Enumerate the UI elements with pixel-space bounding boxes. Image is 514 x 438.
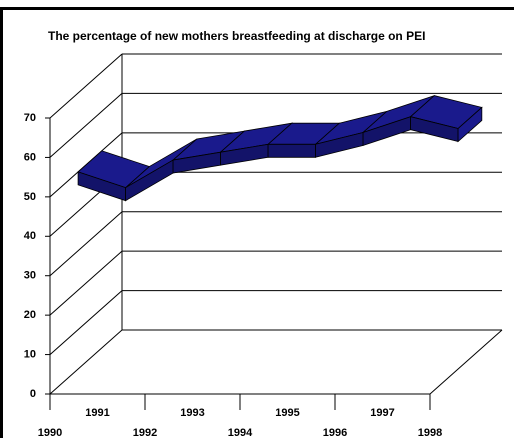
ribbon-front-shade — [363, 116, 411, 146]
x-tick-label: 1991 — [85, 407, 109, 419]
x-tick-label: 1993 — [180, 407, 204, 419]
x-tick-label: 1995 — [275, 407, 299, 419]
ribbon-end — [457, 106, 483, 143]
x-tick-label: 1992 — [133, 427, 157, 438]
y-tick-label: 60 — [24, 151, 36, 163]
y-tick-label: 30 — [24, 270, 36, 282]
chart-title: The percentage of new mothers breastfeed… — [48, 29, 425, 43]
ribbon-front-shade — [173, 152, 221, 174]
grid-line-side — [49, 53, 123, 119]
ribbon-front-shade — [268, 144, 316, 158]
grid-line-side — [49, 290, 123, 355]
y-tick-label: 70 — [24, 112, 36, 124]
floor-right — [429, 329, 503, 395]
ribbon-front-shade — [315, 132, 364, 158]
x-tick-label: 1998 — [418, 427, 442, 438]
x-tick-label: 1997 — [370, 407, 394, 419]
frame — [0, 7, 514, 438]
y-tick-label: 20 — [24, 309, 36, 321]
ribbon-front-shade — [125, 160, 174, 201]
x-tick-label: 1996 — [323, 427, 347, 438]
grid-line-side — [49, 250, 123, 316]
ribbon-front-shade — [78, 171, 126, 201]
x-tick-label: 1990 — [38, 427, 62, 438]
y-tick-label: 40 — [24, 230, 36, 242]
ribbon-front-shade — [220, 144, 269, 166]
grid-line-side — [49, 93, 123, 158]
ribbon-front-shade — [410, 116, 459, 142]
x-tick-label: 1994 — [228, 427, 253, 438]
y-tick-label: 10 — [24, 348, 36, 360]
grid-line-side — [49, 211, 123, 277]
grid-line-side — [49, 329, 123, 395]
y-tick-label: 0 — [30, 388, 36, 400]
y-tick-label: 50 — [24, 191, 36, 203]
